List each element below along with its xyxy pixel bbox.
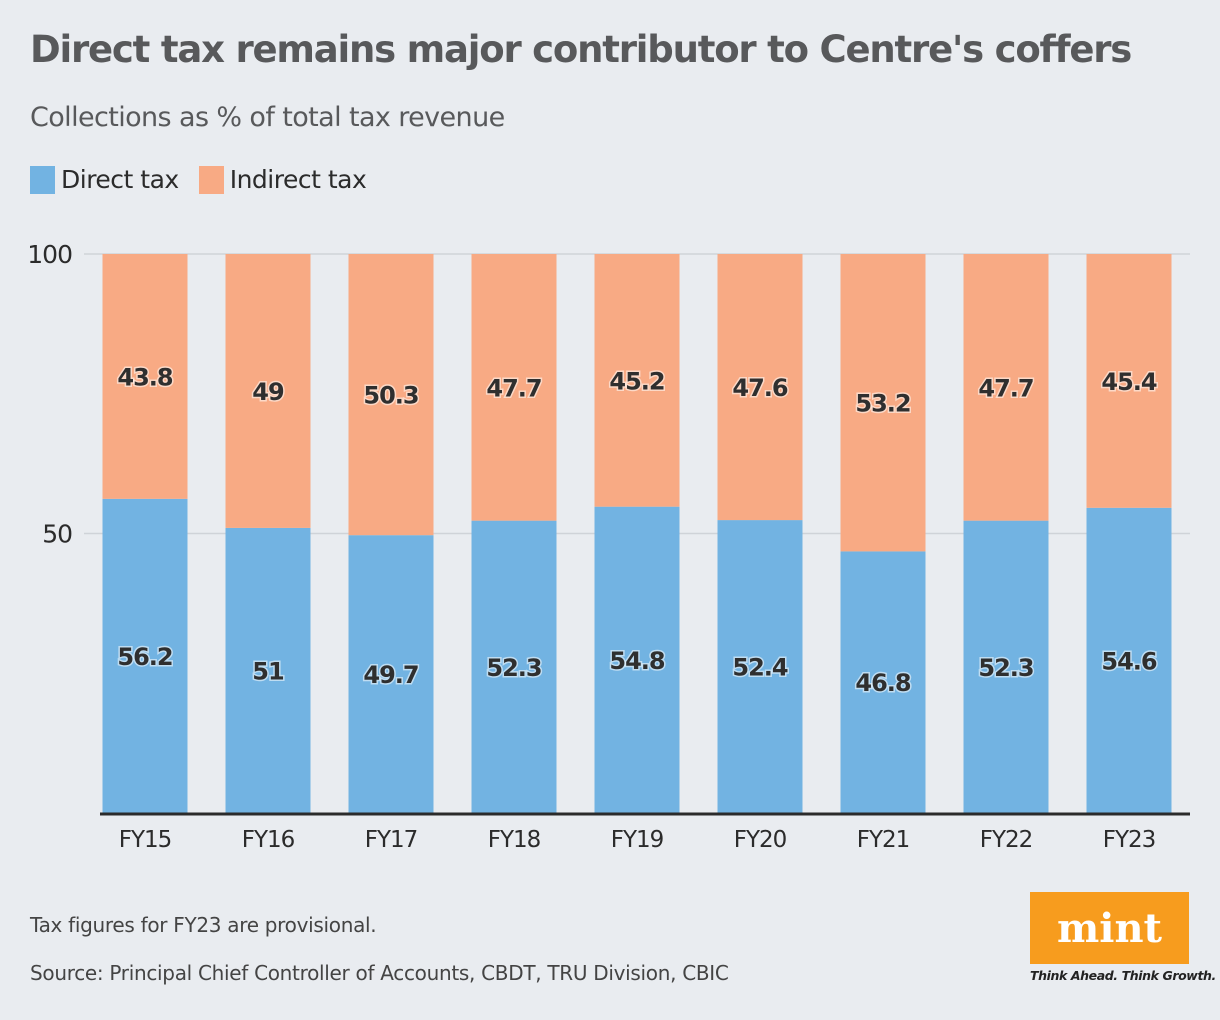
- x-tick-label: FY18: [488, 827, 541, 853]
- x-tick-label: FY17: [365, 827, 418, 853]
- data-label: 51: [252, 657, 284, 685]
- x-tick-label: FY20: [734, 827, 787, 853]
- x-tick-label: FY22: [980, 827, 1033, 853]
- data-label: 56.2: [117, 643, 172, 671]
- legend-label-direct: Direct tax: [61, 165, 179, 194]
- data-label: 49: [252, 378, 284, 406]
- logo-text: mint: [1056, 904, 1163, 952]
- data-label: 50.3: [363, 382, 418, 410]
- data-label: 47.6: [732, 374, 788, 402]
- legend-swatch-direct: [30, 165, 55, 194]
- mint-logo: mint: [1030, 892, 1189, 964]
- bar-indirect: [471, 254, 557, 521]
- x-tick-label: FY21: [857, 827, 910, 853]
- y-tick-label: 50: [42, 520, 72, 549]
- bar-direct: [594, 506, 680, 813]
- data-label: 52.3: [486, 654, 541, 682]
- logo-tagline: Think Ahead. Think Growth.: [1030, 968, 1216, 983]
- legend-swatch-indirect: [198, 165, 224, 194]
- chart-subtitle: Collections as % of total tax revenue: [30, 102, 505, 133]
- bar-indirect: [963, 254, 1049, 521]
- source-note: Source: Principal Chief Controller of Ac…: [30, 961, 729, 985]
- data-label: 54.6: [1101, 647, 1157, 675]
- legend-item-direct: Direct tax: [30, 165, 179, 194]
- legend: Direct tax Indirect tax: [30, 165, 386, 194]
- x-tick-label: FY23: [1103, 827, 1156, 853]
- bar-direct: [225, 527, 311, 813]
- data-label: 49.7: [363, 661, 418, 689]
- bar-indirect: [594, 254, 680, 507]
- footnote: Tax figures for FY23 are provisional.: [30, 913, 377, 937]
- stacked-bar-chart: 50 100 56.2 43.8 FY15 51 49 FY16 49.7 50.3 FY17 52.…: [27, 240, 1190, 853]
- data-label: 47.7: [486, 374, 541, 402]
- bar-indirect: [717, 254, 803, 521]
- bar-direct: [963, 520, 1049, 813]
- bar-indirect: [102, 254, 188, 499]
- data-label: 47.7: [978, 374, 1033, 402]
- bar-indirect: [840, 254, 926, 552]
- bar-direct: [1086, 507, 1172, 813]
- x-tick-label: FY19: [611, 827, 664, 853]
- data-label: 45.4: [1101, 368, 1157, 396]
- bar-direct: [471, 520, 557, 813]
- bar-direct: [717, 520, 803, 813]
- chart-title: Direct tax remains major contributor to …: [30, 28, 1132, 71]
- data-label: 52.4: [732, 654, 788, 682]
- data-label: 43.8: [117, 363, 173, 391]
- bar-indirect: [225, 254, 311, 528]
- data-label: 45.2: [609, 367, 664, 395]
- x-tick-label: FY15: [119, 827, 172, 853]
- y-tick-label: 100: [27, 240, 72, 269]
- data-label: 52.3: [978, 654, 1033, 682]
- x-tick-label: FY16: [242, 827, 295, 853]
- bar-direct: [102, 498, 188, 813]
- bar-indirect: [348, 254, 434, 536]
- bar-direct: [348, 535, 434, 813]
- legend-item-indirect: Indirect tax: [198, 165, 367, 194]
- bar-direct: [840, 551, 926, 813]
- bar-indirect: [1086, 254, 1172, 508]
- data-label: 46.8: [855, 669, 911, 697]
- data-label: 54.8: [609, 647, 665, 675]
- data-label: 53.2: [855, 390, 910, 418]
- legend-label-indirect: Indirect tax: [229, 165, 367, 194]
